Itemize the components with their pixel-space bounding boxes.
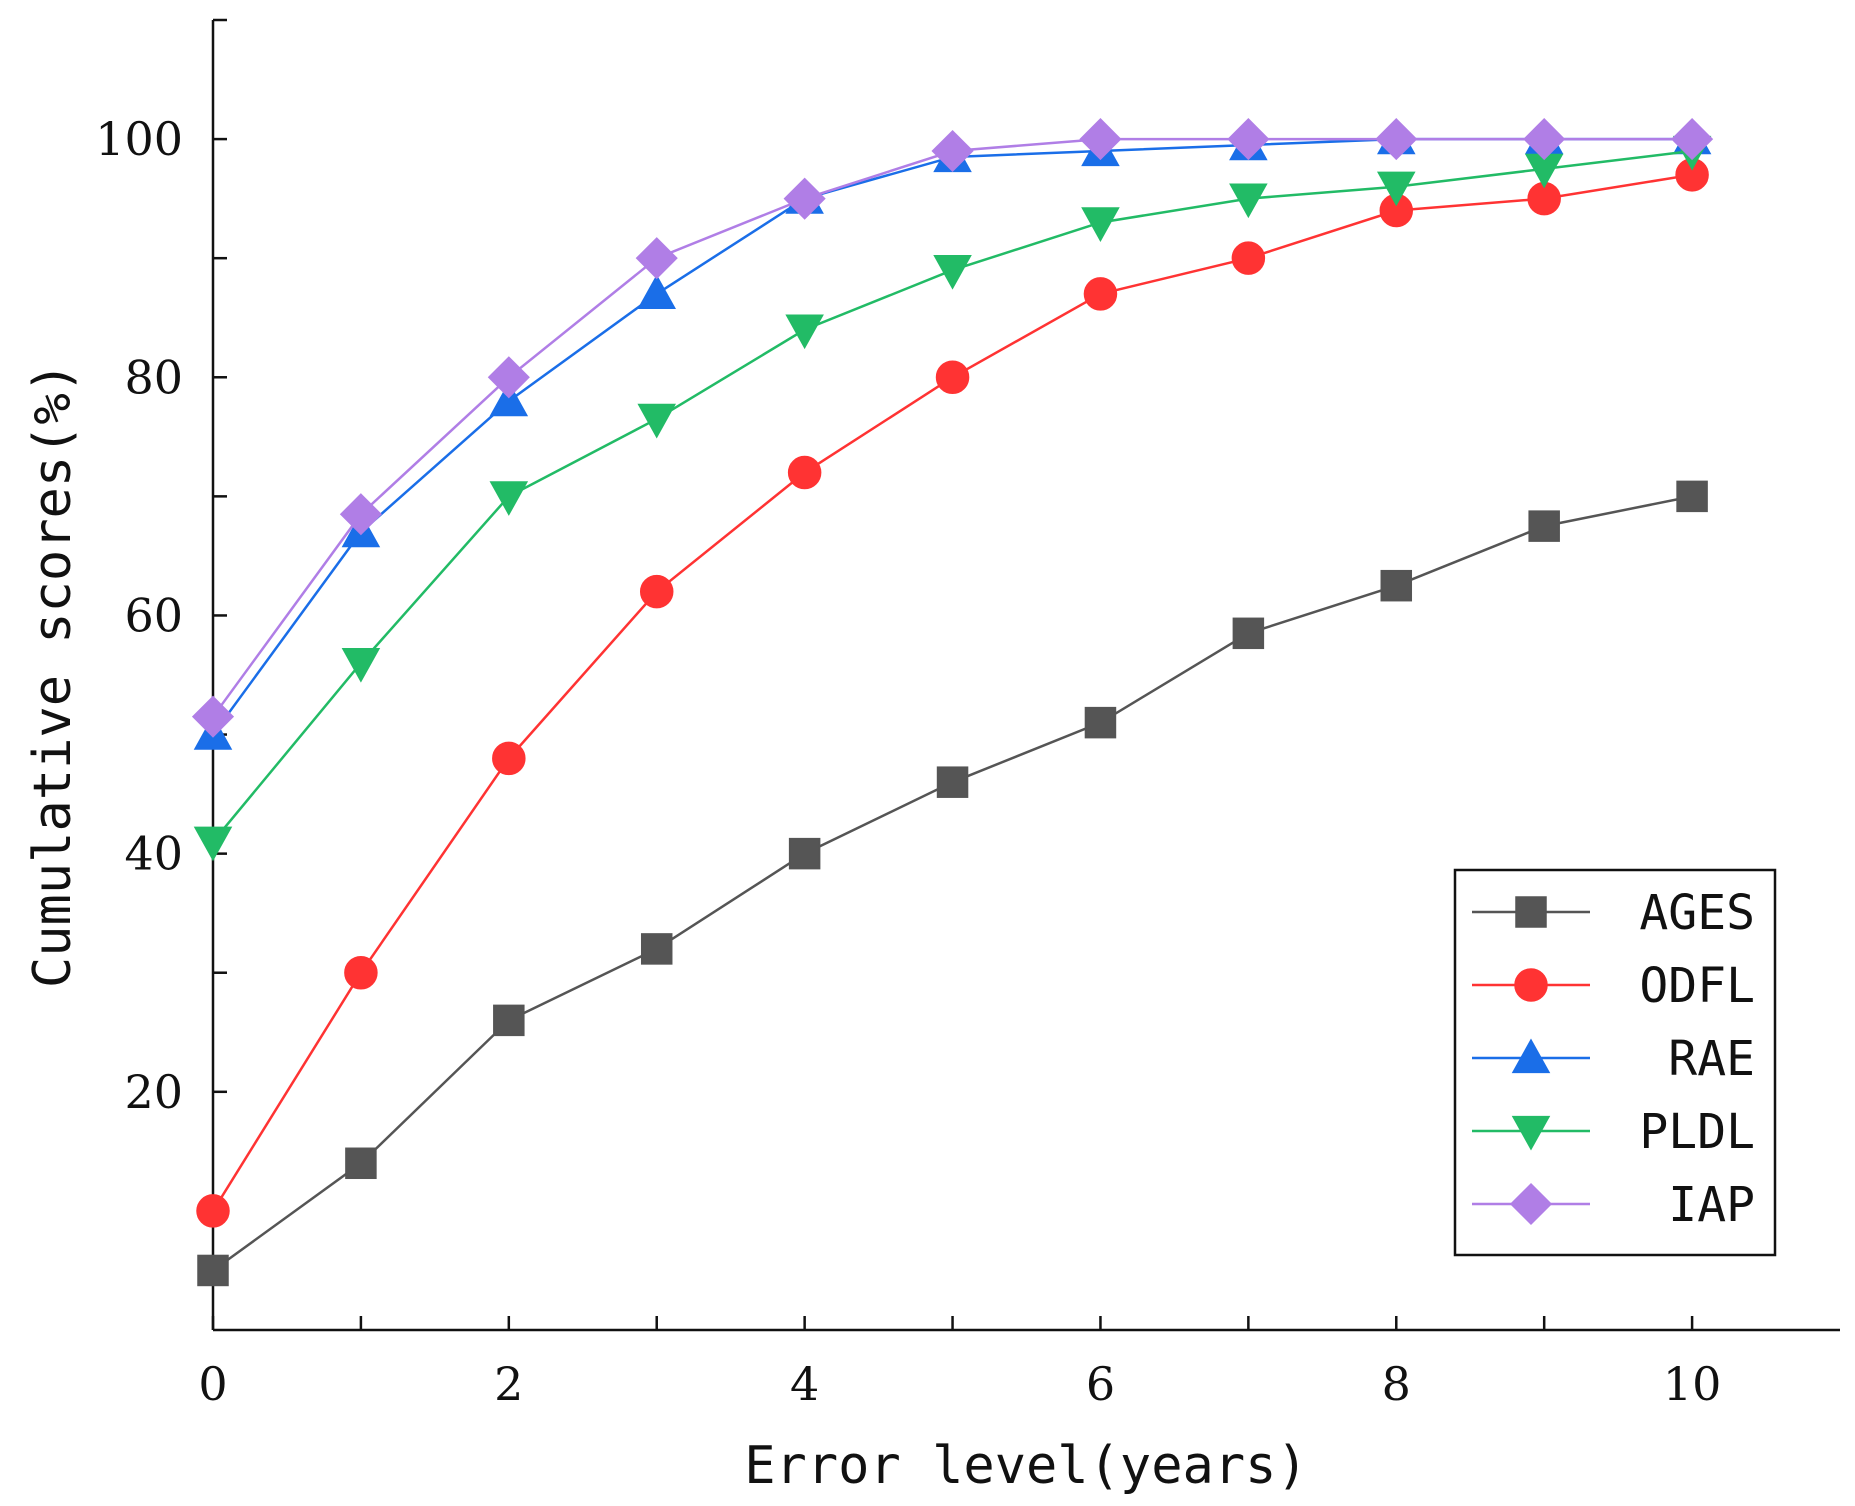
x-axis-title: Error level(years)	[744, 1436, 1308, 1496]
legend-swatch-marker	[1509, 1182, 1553, 1226]
data-point	[785, 314, 824, 350]
data-point	[783, 177, 826, 220]
data-point	[344, 955, 378, 990]
y-tick-label: 100	[95, 112, 183, 166]
legend-label: RAE	[1668, 1031, 1755, 1087]
series-line	[211, 137, 1693, 718]
data-point	[1227, 118, 1270, 161]
legend-swatch-marker	[1514, 968, 1548, 1002]
legend-label: PLDL	[1639, 1104, 1755, 1160]
data-point	[933, 254, 972, 290]
legend-swatch-marker	[1515, 896, 1547, 928]
legend-label: IAP	[1668, 1177, 1755, 1233]
axes	[211, 20, 1840, 1332]
x-tick-label: 4	[790, 1357, 819, 1411]
data-point	[1376, 171, 1416, 207]
legend-item: ODFL	[1472, 958, 1755, 1014]
legend-swatch-marker	[1511, 1038, 1551, 1074]
series-line	[212, 149, 1693, 843]
data-point	[193, 826, 233, 862]
data-point	[787, 455, 822, 490]
x-tick-label: 8	[1382, 1357, 1411, 1411]
data-point	[191, 695, 235, 738]
data-point	[489, 381, 529, 417]
data-point	[345, 1147, 377, 1180]
data-point	[788, 837, 821, 870]
data-point	[931, 129, 974, 173]
legend-item: IAP	[1472, 1177, 1755, 1233]
ticks: 0 2 4 6 8 10 20 40 60 80 100	[95, 18, 1722, 1411]
data-point	[341, 647, 381, 683]
data-point	[639, 574, 674, 609]
x-tick-label: 6	[1086, 1357, 1115, 1411]
data-point	[1083, 277, 1118, 311]
x-tick-label: 2	[494, 1357, 523, 1411]
data-point	[1375, 118, 1418, 161]
data-point	[489, 481, 529, 516]
data-point	[1079, 118, 1122, 161]
data-point	[1232, 617, 1265, 650]
data-point	[640, 933, 673, 965]
legend-label: AGES	[1639, 885, 1755, 941]
data-point	[196, 1194, 230, 1228]
data-point	[493, 1004, 525, 1037]
data-point	[1671, 118, 1714, 161]
data-point	[197, 1254, 229, 1287]
data-point	[1380, 569, 1413, 602]
series-pldl	[193, 135, 1712, 862]
data-point	[635, 237, 678, 280]
y-axis-title: Cumulative scores(%)	[23, 362, 83, 988]
data-point	[637, 274, 677, 310]
data-point	[1231, 241, 1266, 275]
x-tick-label: 0	[198, 1357, 227, 1411]
series-iap	[191, 118, 1714, 738]
data-point	[1229, 183, 1268, 219]
series-rae	[193, 119, 1712, 750]
series-ages	[197, 480, 1708, 1287]
data-point	[1084, 706, 1117, 739]
data-point	[339, 493, 382, 536]
data-point	[637, 403, 677, 439]
y-tick-label: 40	[124, 827, 183, 881]
data-point	[935, 360, 970, 395]
data-point	[487, 356, 530, 399]
y-tick-label: 80	[124, 350, 183, 404]
legend-box	[1453, 868, 1777, 1257]
series-line	[211, 137, 1693, 736]
y-tick-label: 60	[124, 588, 183, 642]
legend-item: AGES	[1472, 885, 1755, 941]
legend-swatch-marker	[1511, 1115, 1551, 1151]
legend-item: PLDL	[1472, 1104, 1755, 1160]
legend: AGES ODFL RAE PLDL IAP	[1453, 868, 1777, 1257]
x-tick-label: 10	[1663, 1357, 1722, 1411]
data-point	[492, 741, 526, 776]
legend-item: RAE	[1472, 1031, 1755, 1087]
series-odfl	[196, 158, 1709, 1228]
data-point	[1676, 480, 1708, 513]
series	[191, 118, 1714, 1287]
legend-label: ODFL	[1639, 958, 1755, 1014]
data-point	[936, 766, 969, 798]
data-point	[1528, 510, 1560, 542]
data-point	[1523, 118, 1566, 161]
data-point	[1081, 207, 1120, 242]
y-tick-label: 20	[124, 1065, 183, 1119]
